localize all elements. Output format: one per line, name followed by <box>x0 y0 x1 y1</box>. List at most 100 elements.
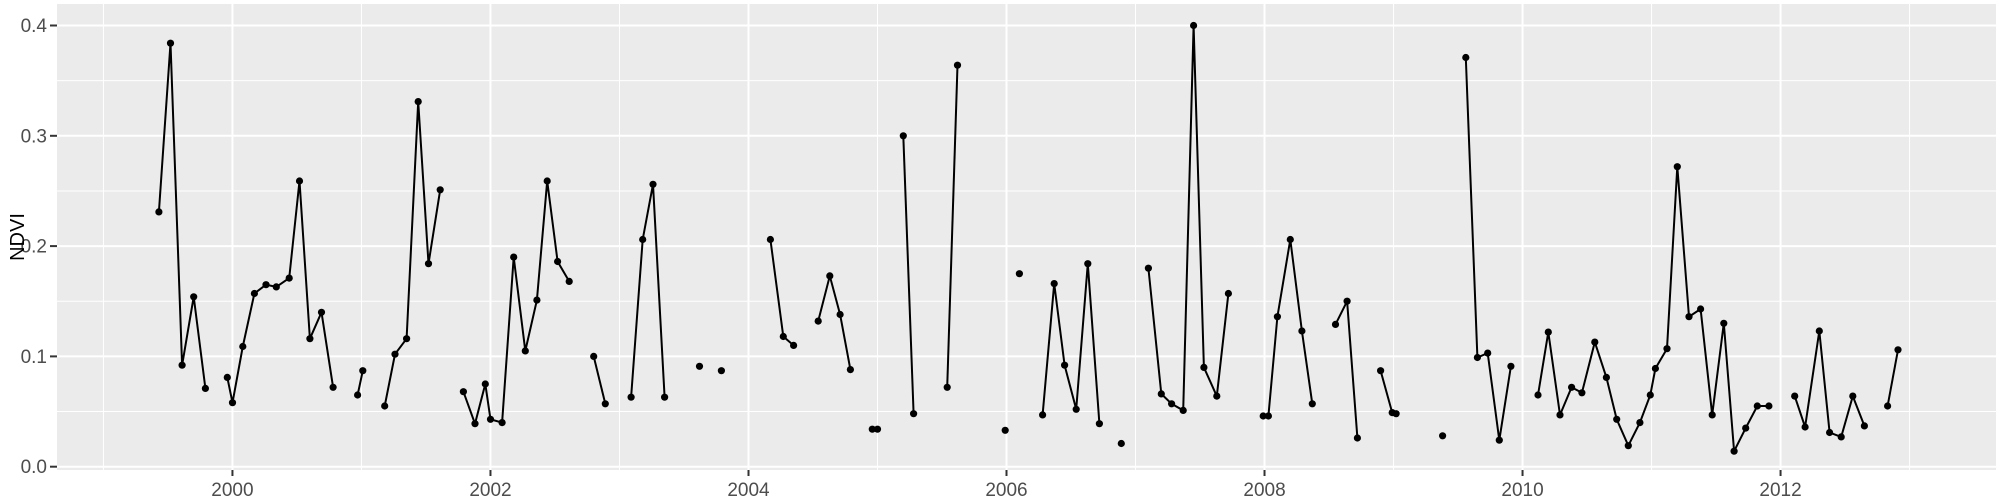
data-point <box>285 274 293 282</box>
data-point <box>846 366 855 374</box>
data-point <box>1663 345 1671 353</box>
data-point <box>178 361 186 369</box>
data-point <box>873 425 882 433</box>
data-point <box>1264 412 1272 420</box>
data-line-segment <box>1041 263 1101 424</box>
data-point <box>717 367 726 375</box>
data-point <box>166 39 175 47</box>
grid-major-layer <box>57 4 1996 470</box>
data-point <box>354 391 362 399</box>
data-point <box>295 177 304 185</box>
panel-layer <box>57 4 1996 470</box>
data-point <box>661 393 669 401</box>
data-point <box>943 383 951 391</box>
data-point <box>826 272 834 280</box>
data-point <box>1190 21 1198 30</box>
data-point <box>155 208 163 216</box>
data-point <box>554 257 562 266</box>
data-point <box>1343 297 1351 305</box>
data-point <box>1801 423 1809 431</box>
data-point <box>250 289 258 298</box>
data-point <box>1039 411 1047 419</box>
data-point <box>190 293 198 301</box>
data-line-segment <box>383 101 442 407</box>
data-point <box>1765 402 1773 410</box>
data-point <box>1815 327 1823 335</box>
data-point <box>1636 419 1644 427</box>
data-point <box>414 98 422 106</box>
y-tick-label: 0.3 <box>21 126 47 147</box>
data-point <box>1685 313 1693 321</box>
data-point <box>766 235 775 244</box>
data-point <box>486 415 495 423</box>
x-tick-label: 2012 <box>1759 480 1801 500</box>
data-point <box>1708 411 1716 419</box>
data-line-segment <box>1886 349 1899 407</box>
data-point <box>1473 353 1481 362</box>
data-point <box>391 350 399 358</box>
data-point <box>1484 349 1492 357</box>
data-point <box>1568 383 1576 391</box>
data-point <box>1849 392 1857 400</box>
data-point <box>1673 163 1681 171</box>
data-point <box>1591 338 1599 346</box>
data-point <box>1742 424 1750 432</box>
data-point <box>1095 420 1103 428</box>
data-point <box>1462 53 1470 62</box>
data-point <box>272 283 280 291</box>
data-point <box>381 402 389 410</box>
data-point <box>1061 361 1069 369</box>
data-point <box>627 393 635 401</box>
y-axis-title: NDVI <box>7 213 29 261</box>
data-point <box>1826 428 1834 437</box>
data-point <box>239 342 247 351</box>
data-point <box>1179 406 1187 414</box>
data-point <box>403 335 411 343</box>
data-point <box>1286 235 1294 244</box>
data-line-segment <box>630 184 666 398</box>
data-point <box>1157 390 1165 398</box>
data-point <box>1117 439 1125 448</box>
data-point <box>1578 389 1586 397</box>
data-point <box>329 383 337 391</box>
data-point <box>1646 391 1654 399</box>
data-point <box>317 308 326 316</box>
data-point <box>359 367 367 375</box>
data-point <box>836 310 844 319</box>
x-tick-label: 2006 <box>985 480 1027 500</box>
data-point <box>649 180 657 188</box>
data-point <box>543 177 551 185</box>
data-point <box>790 341 798 349</box>
grid-minor-layer <box>57 4 1996 470</box>
data-point <box>910 410 918 418</box>
data-point <box>1884 402 1892 410</box>
data-point <box>1168 400 1176 408</box>
data-point <box>533 296 541 304</box>
y-tick-label: 0.2 <box>21 237 47 258</box>
data-line-segment <box>1537 166 1769 455</box>
data-point <box>223 373 231 381</box>
data-point <box>1534 391 1542 399</box>
data-point <box>601 400 609 408</box>
data-point <box>1697 305 1705 313</box>
data-point <box>1213 392 1221 400</box>
data-point <box>1308 400 1316 408</box>
data-point <box>814 317 822 325</box>
data-point <box>1544 328 1552 336</box>
data-point <box>510 253 518 261</box>
data-point <box>498 419 506 427</box>
data-point <box>1224 289 1232 298</box>
data-point <box>1791 392 1799 400</box>
data-point <box>1015 270 1024 278</box>
data-point <box>201 384 209 392</box>
data-line-segment <box>902 135 915 414</box>
data-point <box>639 235 647 244</box>
data-point <box>1439 432 1447 440</box>
x-tick-label: 2004 <box>727 480 770 500</box>
data-point <box>1353 434 1361 442</box>
data-point <box>1602 373 1610 381</box>
data-point <box>306 335 314 343</box>
data-point <box>1050 280 1058 288</box>
